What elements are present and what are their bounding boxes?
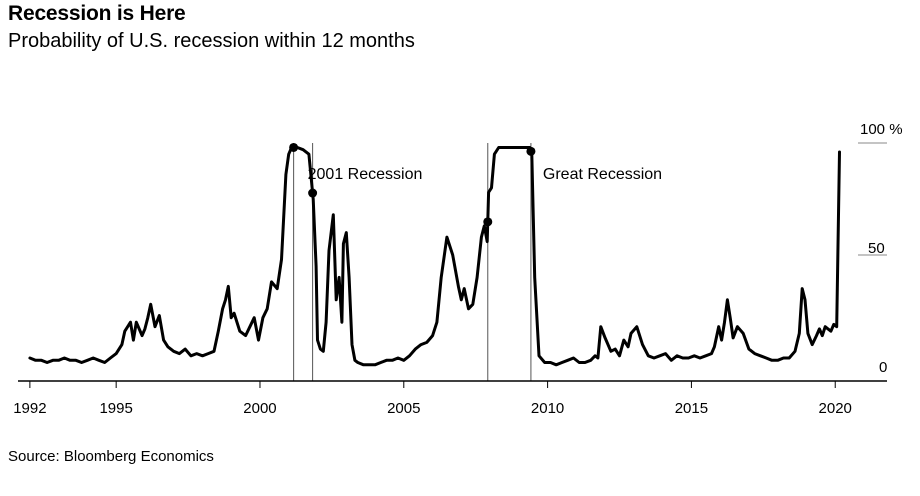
x-tick-label: 2020 xyxy=(819,400,852,417)
recession-2-start-dot xyxy=(483,217,493,227)
recession-1-end-dot xyxy=(308,188,318,198)
x-tick-label: 1995 xyxy=(99,400,132,417)
probability-line xyxy=(28,146,841,367)
x-tick-label: 2005 xyxy=(387,400,420,417)
recession-1-start-dot xyxy=(289,142,299,152)
y-tick-label: 50 xyxy=(868,240,885,257)
x-tick-label: 2015 xyxy=(675,400,708,417)
y-tick-label: 0 xyxy=(879,359,887,376)
x-tick-label: 1992 xyxy=(13,400,46,417)
annotation-label-2: Great Recession xyxy=(543,166,662,183)
x-tick-label: 2010 xyxy=(531,400,564,417)
y-tick-label: 100 % xyxy=(860,121,903,138)
x-tick-label: 2000 xyxy=(243,400,276,417)
chart-title: Recession is Here xyxy=(8,2,186,25)
chart-subtitle: Probability of U.S. recession within 12 … xyxy=(8,30,415,52)
source-note: Source: Bloomberg Economics xyxy=(8,448,214,465)
recession-probability-chart: 1992 1995 2000 2005 2010 2015 2020 0 50 100 % 20… xyxy=(13,121,903,417)
recession-2-end-dot xyxy=(526,146,536,156)
annotation-label-1: 2001 Recession xyxy=(308,166,423,183)
